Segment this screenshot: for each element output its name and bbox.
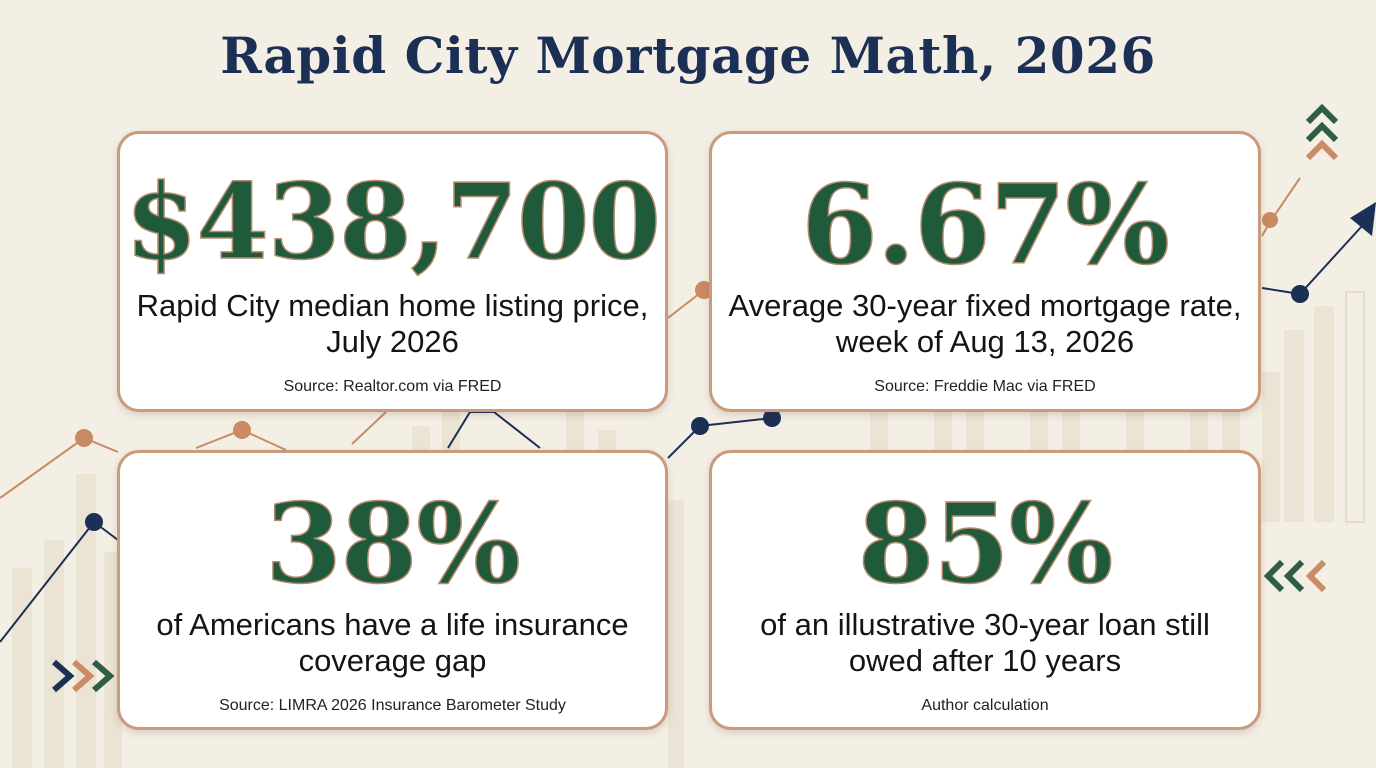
- copper-trend-points: [75, 212, 1278, 447]
- chevron-left-icon: [1263, 559, 1327, 593]
- stat-source: Author calculation: [921, 697, 1049, 714]
- trend-arrow-icon: [1350, 202, 1376, 236]
- stat-description: Rapid City median home listing price, Ju…: [136, 288, 649, 359]
- stat-source: Source: Realtor.com via FRED: [283, 378, 502, 395]
- navy-trend-points: [85, 285, 1309, 531]
- stat-card-median-listing-price: $438,700 Rapid City median home listing …: [117, 131, 668, 412]
- stat-description: of Americans have a life insurance cover…: [156, 607, 629, 678]
- stat-value: 85%: [857, 479, 1114, 608]
- stat-value: 6.67%: [801, 160, 1171, 289]
- stat-description: of an illustrative 30-year loan still ow…: [760, 607, 1210, 678]
- stat-card-loan-still-owed: 85% of an illustrative 30-year loan stil…: [709, 450, 1261, 730]
- stat-card-life-insurance-gap: 38% of Americans have a life insurance c…: [117, 450, 668, 730]
- stat-value: 38%: [264, 479, 521, 608]
- background-bars: [12, 291, 1365, 768]
- stat-source: Source: LIMRA 2026 Insurance Barometer S…: [219, 697, 566, 714]
- stat-description: Average 30-year fixed mortgage rate, wee…: [728, 288, 1242, 359]
- chevron-up-icon: [1305, 103, 1339, 161]
- stat-source: Source: Freddie Mac via FRED: [874, 378, 1096, 395]
- stat-card-mortgage-rate: 6.67% Average 30-year fixed mortgage rat…: [709, 131, 1261, 412]
- chevron-right-icon: [52, 659, 115, 693]
- page-title: Rapid City Mortgage Math, 2026: [220, 26, 1156, 85]
- stat-value: $438,700: [124, 160, 661, 283]
